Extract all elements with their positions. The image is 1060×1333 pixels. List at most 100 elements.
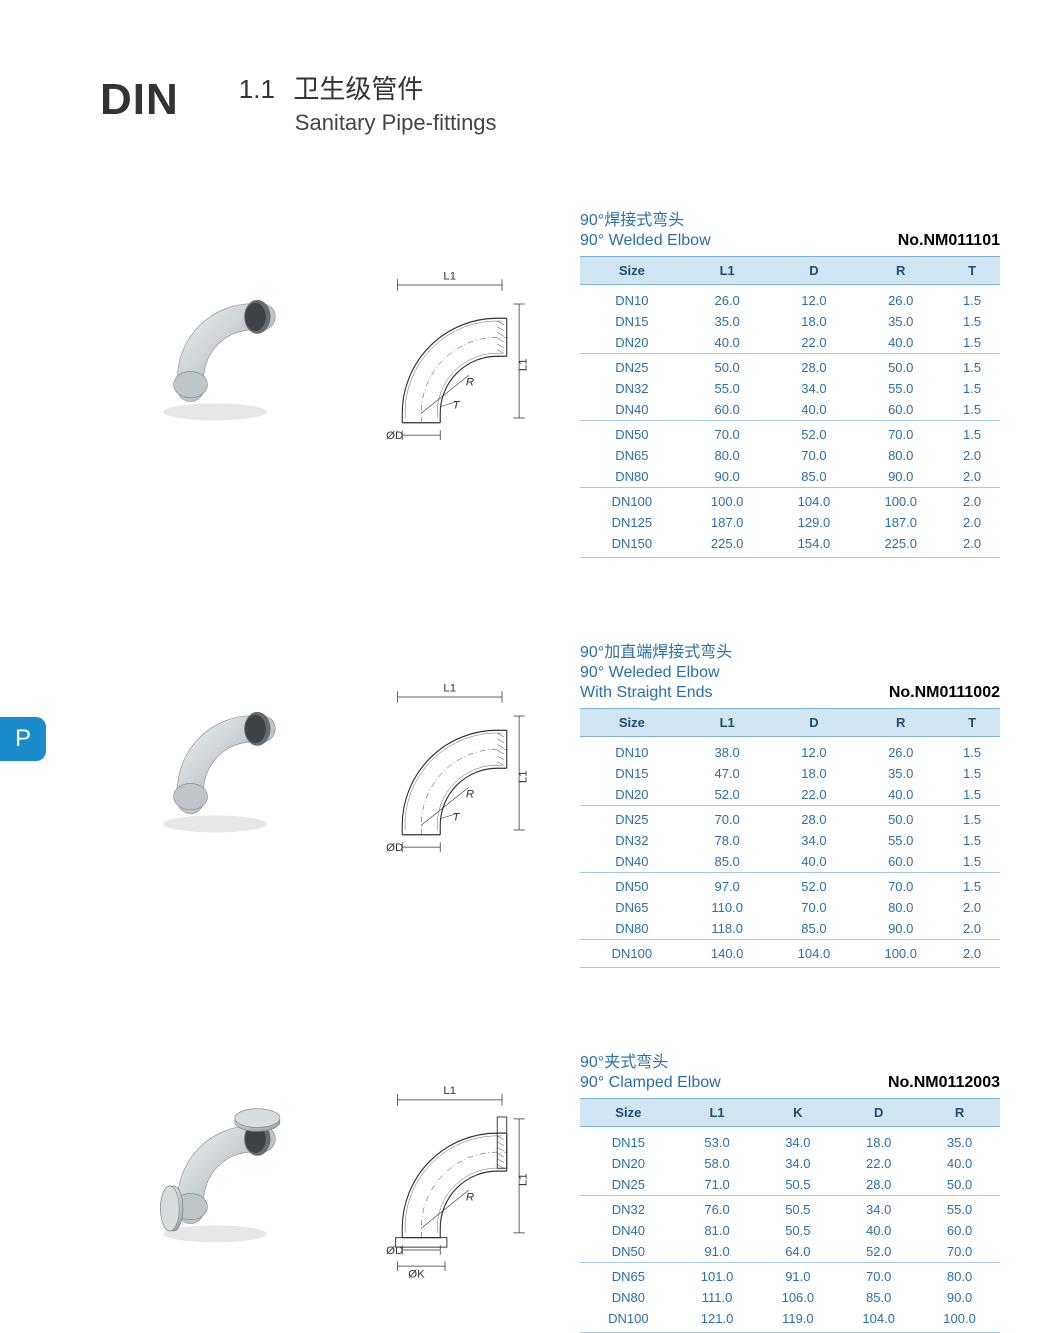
diagram-column: L1 R T L1 ØD [330, 668, 560, 878]
table-cell: 2.0 [944, 445, 1000, 466]
table-cell: 101.0 [677, 1263, 758, 1288]
table-cell: 40.0 [857, 332, 944, 354]
table-row: DN65110.070.080.02.0 [580, 897, 1000, 918]
table-cell: 55.0 [919, 1196, 1000, 1221]
col-header: L1 [677, 1099, 758, 1127]
table-cell: 52.0 [771, 873, 858, 898]
table-cell: 85.0 [771, 918, 858, 940]
table-cell: 22.0 [771, 784, 858, 806]
table-cell: 18.0 [771, 311, 858, 332]
col-header: Size [580, 257, 684, 285]
table-cell: 40.0 [771, 851, 858, 873]
table-cell: 100.0 [684, 488, 771, 513]
col-header: D [771, 709, 858, 737]
table-cell: 60.0 [857, 851, 944, 873]
table-cell: 70.0 [857, 873, 944, 898]
table-cell: 85.0 [838, 1287, 919, 1308]
photo-column [100, 678, 330, 838]
table-cell: 35.0 [857, 311, 944, 332]
table-cell: 40.0 [919, 1153, 1000, 1174]
caption-en: 90° Clamped Elbow [580, 1074, 721, 1092]
table-cell: 40.0 [838, 1220, 919, 1241]
table-row: DN65101.091.070.080.0 [580, 1263, 1000, 1288]
table-cell: 76.0 [677, 1196, 758, 1221]
table-cell: DN15 [580, 1127, 677, 1154]
table-row: DN2570.028.050.01.5 [580, 806, 1000, 831]
table-cell: 26.0 [857, 285, 944, 312]
table-cell: DN65 [580, 897, 684, 918]
table-cell: 60.0 [919, 1220, 1000, 1241]
col-header: T [944, 257, 1000, 285]
table-cell: 55.0 [857, 378, 944, 399]
table-cell: 18.0 [771, 763, 858, 784]
col-header: D [771, 257, 858, 285]
table-cell: 1.5 [944, 421, 1000, 446]
title-cn: 卫生级管件 [293, 69, 423, 106]
product-welded-elbow: L1 R T L1 ØD 90°焊接式弯头90° Welded ElbowNo.… [100, 206, 1000, 558]
standard-label: DIN [100, 75, 179, 125]
table-cell: DN20 [580, 332, 684, 354]
svg-text:L1: L1 [443, 270, 456, 282]
caption-sub: With Straight Ends [580, 684, 713, 702]
part-number: No.NM0111002 [889, 684, 1000, 702]
table-cell: 18.0 [838, 1127, 919, 1154]
table-cell: 70.0 [771, 445, 858, 466]
table-cell: 50.5 [757, 1220, 838, 1241]
svg-text:ØD: ØD [386, 842, 403, 854]
table-cell: 22.0 [771, 332, 858, 354]
table-cell: DN10 [580, 737, 684, 764]
table-row: DN3276.050.534.055.0 [580, 1196, 1000, 1221]
table-cell: 80.0 [857, 445, 944, 466]
table-cell: 90.0 [857, 466, 944, 488]
col-header: T [944, 709, 1000, 737]
svg-text:R: R [466, 377, 474, 389]
table-row: DN100100.0104.0100.02.0 [580, 488, 1000, 513]
table-cell: 154.0 [771, 533, 858, 558]
table-cell: 1.5 [944, 784, 1000, 806]
table-cell: 70.0 [857, 421, 944, 446]
product-diagram: L1 R L1 ØD ØK [350, 1078, 540, 1288]
table-cell: 40.0 [857, 784, 944, 806]
product-photo [135, 1088, 295, 1248]
table-cell: 34.0 [757, 1127, 838, 1154]
table-cell: 110.0 [684, 897, 771, 918]
table-cell: 52.0 [684, 784, 771, 806]
table-cell: 2.0 [944, 512, 1000, 533]
caption-en: 90° Weleded Elbow [580, 664, 1000, 682]
table-column: 90°焊接式弯头90° Welded ElbowNo.NM011101SizeL… [560, 206, 1000, 558]
svg-text:L1: L1 [443, 1085, 456, 1097]
table-row: DN1038.012.026.01.5 [580, 737, 1000, 764]
table-cell: 80.0 [684, 445, 771, 466]
table-row: DN125187.0129.0187.02.0 [580, 512, 1000, 533]
table-cell: 1.5 [944, 332, 1000, 354]
table-cell: 70.0 [919, 1241, 1000, 1263]
table-cell: 1.5 [944, 763, 1000, 784]
caption-row: 90° Clamped ElbowNo.NM0112003 [580, 1074, 1000, 1092]
table-cell: 28.0 [771, 806, 858, 831]
svg-text:T: T [453, 812, 461, 824]
table-cell: 53.0 [677, 1127, 758, 1154]
svg-text:R: R [466, 1192, 474, 1204]
table-cell: 100.0 [857, 940, 944, 968]
table-cell: DN32 [580, 830, 684, 851]
table-row: DN80111.0106.085.090.0 [580, 1287, 1000, 1308]
table-cell: 58.0 [677, 1153, 758, 1174]
table-cell: 91.0 [757, 1263, 838, 1288]
col-header: K [757, 1099, 838, 1127]
table-cell: 1.5 [944, 830, 1000, 851]
table-row: DN4081.050.540.060.0 [580, 1220, 1000, 1241]
table-cell: 140.0 [684, 940, 771, 968]
table-cell: 70.0 [838, 1263, 919, 1288]
table-cell: 47.0 [684, 763, 771, 784]
svg-text:L1: L1 [518, 1173, 530, 1186]
table-cell: 111.0 [677, 1287, 758, 1308]
table-cell: DN15 [580, 763, 684, 784]
table-cell: 106.0 [757, 1287, 838, 1308]
table-cell: 104.0 [771, 940, 858, 968]
caption-sub-row: With Straight Ends No.NM0111002 [580, 684, 1000, 702]
table-cell: DN80 [580, 466, 684, 488]
spec-table: SizeL1DRTDN1038.012.026.01.5DN1547.018.0… [580, 708, 1000, 968]
table-cell: DN50 [580, 873, 684, 898]
table-cell: 40.0 [771, 399, 858, 421]
table-cell: 81.0 [677, 1220, 758, 1241]
